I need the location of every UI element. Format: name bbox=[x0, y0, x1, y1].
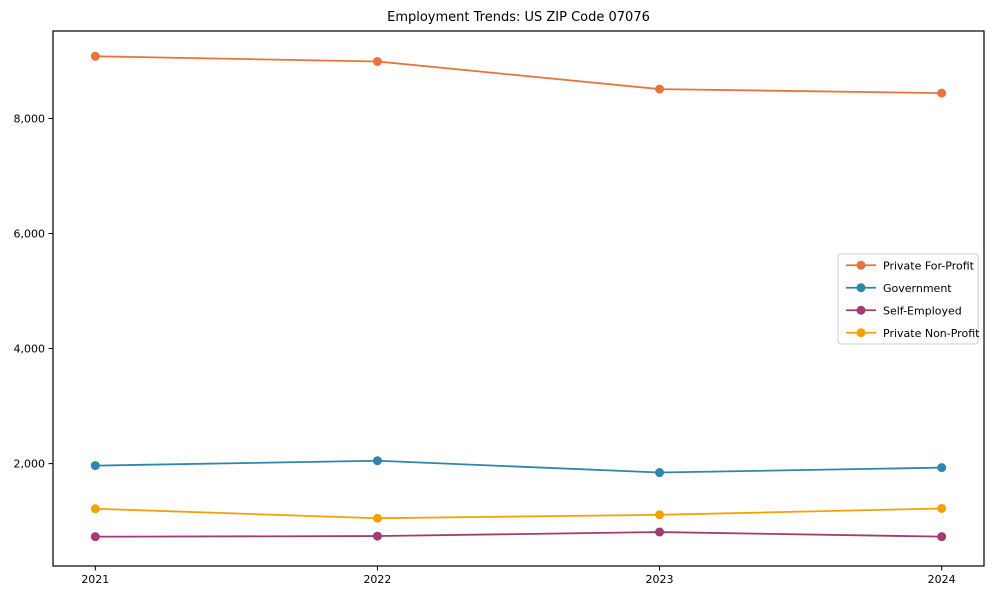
x-tick-label: 2024 bbox=[928, 573, 956, 586]
data-point-marker-private-non-profit bbox=[372, 513, 382, 523]
series-line-private-non-profit bbox=[95, 507, 942, 520]
data-point-marker-private-for-profit bbox=[90, 51, 100, 61]
plot-frame bbox=[52, 30, 985, 567]
legend-marker-icon bbox=[856, 260, 866, 270]
data-point-marker-private-for-profit bbox=[372, 56, 382, 66]
data-point-marker-government bbox=[937, 463, 947, 473]
legend-marker-icon bbox=[856, 328, 866, 338]
legend-marker-icon bbox=[856, 305, 866, 315]
chart-title: Employment Trends: US ZIP Code 07076 bbox=[387, 10, 650, 25]
series-line-self-employed bbox=[95, 531, 942, 538]
data-point-marker-private-for-profit bbox=[655, 84, 665, 94]
data-point-marker-self-employed bbox=[655, 527, 665, 537]
data-point-marker-private-non-profit bbox=[90, 504, 100, 514]
series-line-government bbox=[95, 459, 942, 474]
legend-marker-icon bbox=[856, 283, 866, 293]
data-point-marker-government bbox=[372, 456, 382, 466]
y-tick-label: 8,000 bbox=[14, 112, 46, 125]
x-tick-label: 2022 bbox=[363, 573, 391, 586]
data-point-marker-private-for-profit bbox=[937, 88, 947, 98]
x-tick-label: 2021 bbox=[81, 573, 109, 586]
y-tick-label: 6,000 bbox=[14, 227, 46, 240]
legend-item-label-government: Government bbox=[883, 282, 952, 295]
data-point-marker-private-non-profit bbox=[937, 503, 947, 513]
y-tick-label: 4,000 bbox=[14, 343, 46, 356]
y-tick-label: 2,000 bbox=[14, 458, 46, 471]
data-point-marker-private-non-profit bbox=[655, 510, 665, 520]
data-point-marker-self-employed bbox=[372, 531, 382, 541]
data-point-marker-self-employed bbox=[90, 532, 100, 542]
data-point-marker-government bbox=[90, 461, 100, 471]
legend-item-label-private-for-profit: Private For-Profit bbox=[883, 259, 975, 272]
legend-box bbox=[837, 253, 979, 345]
legend-item-label-private-non-profit: Private Non-Profit bbox=[883, 327, 980, 340]
x-tick-label: 2023 bbox=[646, 573, 674, 586]
data-point-marker-government bbox=[655, 468, 665, 478]
legend-item-label-self-employed: Self-Employed bbox=[883, 304, 962, 317]
series-line-private-for-profit bbox=[95, 55, 942, 95]
data-point-marker-self-employed bbox=[937, 532, 947, 542]
